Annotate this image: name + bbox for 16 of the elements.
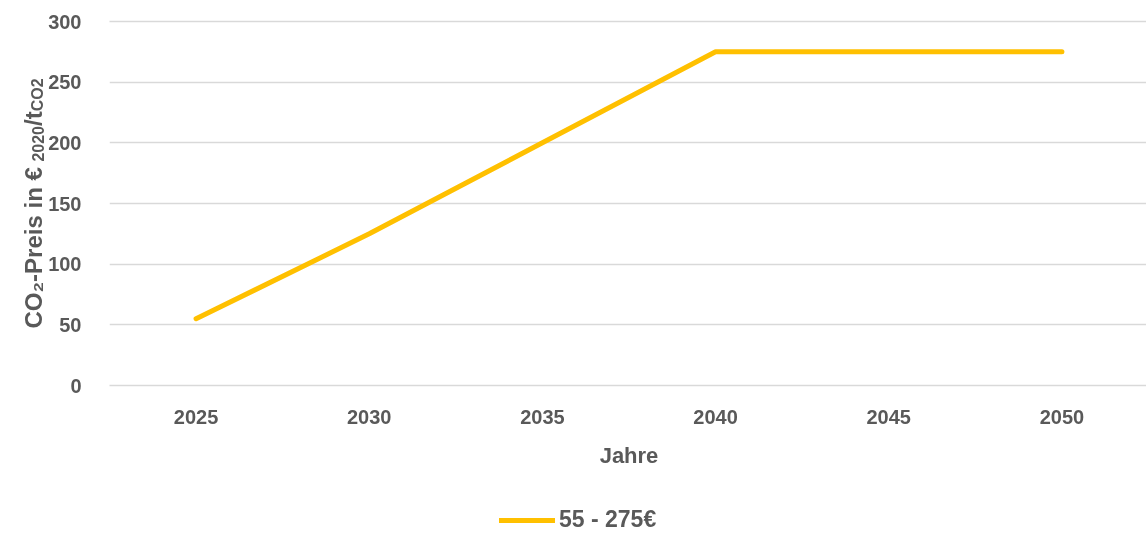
y-tick-label: 200	[48, 131, 82, 154]
y-tick-label: 100	[48, 253, 82, 276]
y-tick-label: 300	[48, 10, 82, 33]
y-tick-label: 0	[70, 374, 82, 397]
y-tick-label: 150	[48, 192, 82, 215]
y-axis-title: CO₂-Preis in € 2020/tCO2	[20, 78, 47, 329]
x-tick-label: 2045	[866, 405, 911, 428]
legend-label: 55 - 275€	[559, 506, 657, 533]
x-tick-label: 2025	[173, 405, 219, 428]
y-tick-label: 250	[48, 71, 82, 94]
x-tick-label: 2050	[1039, 405, 1085, 428]
x-tick-label: 2035	[520, 405, 565, 428]
y-tick-label: 50	[59, 313, 82, 336]
x-tick-label: 2030	[347, 405, 392, 428]
x-axis-title: Jahre	[599, 442, 659, 468]
x-tick-label: 2040	[693, 405, 738, 428]
